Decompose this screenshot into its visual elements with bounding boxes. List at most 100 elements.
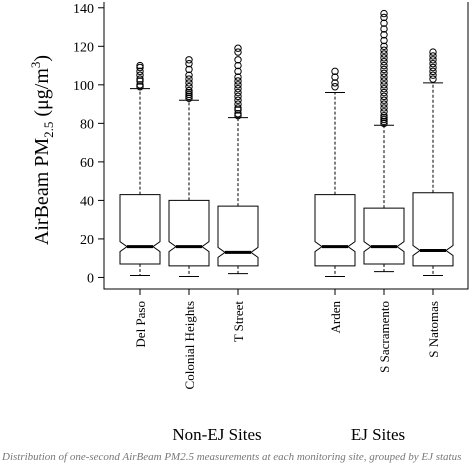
- outlier-point: [380, 96, 388, 104]
- outlier-point: [380, 77, 388, 85]
- notched-box: [119, 194, 161, 265]
- outlier-point: [234, 81, 242, 89]
- x-tick-label: S Sacramento: [377, 301, 392, 373]
- box-s-natomas: [412, 48, 454, 277]
- outlier-point: [234, 111, 242, 120]
- plot-frame: [103, 2, 469, 290]
- y-tick-label: 0: [87, 271, 94, 286]
- outlier-point: [429, 48, 437, 56]
- x-tick-label: Del Paso: [133, 301, 148, 348]
- outlier-point: [136, 83, 144, 91]
- y-axis-label: AirBeam PM2.5 (μg/m3): [28, 55, 56, 245]
- outlier-point: [331, 73, 339, 81]
- outlier-point: [380, 104, 388, 112]
- outlier-point: [136, 77, 144, 85]
- outlier-point: [136, 63, 144, 72]
- box-del-paso: [119, 61, 161, 277]
- outlier-point: [380, 9, 388, 18]
- outlier-point: [429, 59, 437, 68]
- box-t-street: [217, 44, 259, 275]
- y-tick-label: 80: [80, 117, 94, 132]
- outlier-point: [185, 92, 193, 101]
- outlier-point: [380, 119, 388, 128]
- y-tick-label: 120: [73, 40, 94, 55]
- y-axis-label-unit-open: (μg/m: [31, 68, 53, 122]
- outlier-point: [380, 73, 388, 81]
- figure-caption: Distribution of one-second AirBeam PM2.5…: [2, 451, 462, 463]
- box-s-sacramento: [363, 9, 405, 273]
- notched-box: [168, 199, 210, 267]
- outlier-point: [185, 59, 193, 68]
- group-label: EJ Sites: [351, 425, 405, 444]
- outlier-point: [136, 81, 144, 89]
- notched-box: [314, 194, 356, 267]
- outlier-point: [429, 56, 437, 64]
- outlier-point: [380, 111, 388, 120]
- outlier-point: [234, 84, 242, 93]
- outlier-point: [331, 79, 339, 87]
- outlier-point: [429, 71, 437, 79]
- outlier-point: [234, 110, 242, 118]
- outlier-point: [331, 83, 339, 91]
- outlier-point: [380, 36, 388, 45]
- outlier-point: [234, 73, 242, 81]
- outlier-point: [234, 104, 242, 112]
- group-label: Non-EJ Sites: [172, 425, 261, 444]
- outlier-point: [234, 77, 242, 85]
- outlier-point: [380, 13, 388, 22]
- outlier-point: [234, 88, 242, 97]
- outlier-point: [185, 56, 193, 64]
- outlier-point: [234, 92, 242, 101]
- outlier-point: [380, 65, 388, 74]
- outlier-point: [380, 69, 388, 77]
- outlier-point: [429, 67, 437, 76]
- outlier-point: [234, 44, 242, 52]
- outlier-point: [234, 67, 242, 76]
- outlier-point: [380, 113, 388, 122]
- y-axis-label-main: AirBeam PM: [31, 138, 53, 245]
- outlier-point: [380, 61, 388, 70]
- y-axis-label-unit-close: ): [31, 55, 53, 62]
- outlier-point: [380, 84, 388, 93]
- outlier-point: [185, 83, 193, 91]
- outlier-point: [380, 42, 388, 51]
- outlier-point: [185, 75, 193, 83]
- outlier-point: [380, 108, 388, 116]
- x-tick-label: Arden: [328, 301, 343, 334]
- outlier-point: [234, 48, 242, 56]
- outlier-point: [234, 106, 242, 114]
- y-axis-label-unit-sup: 3: [28, 62, 43, 69]
- outlier-point: [429, 63, 437, 72]
- box-arden: [314, 67, 356, 277]
- outlier-point: [136, 75, 144, 83]
- outlier-point: [136, 71, 144, 79]
- y-tick-label: 100: [73, 79, 94, 94]
- outlier-point: [136, 67, 144, 76]
- outlier-point: [380, 50, 388, 58]
- notched-box: [363, 207, 405, 265]
- outlier-point: [380, 46, 388, 54]
- notched-box: [217, 205, 259, 267]
- outlier-point: [234, 96, 242, 104]
- outlier-point: [185, 65, 193, 74]
- outlier-point: [185, 79, 193, 87]
- box-colonial-heights: [168, 56, 210, 277]
- y-tick-label: 60: [80, 156, 94, 171]
- outlier-point: [234, 100, 242, 108]
- outlier-point: [380, 92, 388, 101]
- x-tick-label: Colonial Heights: [182, 301, 197, 389]
- outlier-point: [380, 25, 388, 33]
- outlier-point: [234, 56, 242, 64]
- outlier-point: [234, 61, 242, 70]
- outlier-point: [185, 86, 193, 95]
- outlier-point: [380, 58, 388, 66]
- outlier-point: [380, 88, 388, 97]
- outlier-point: [185, 71, 193, 79]
- outlier-point: [429, 52, 437, 60]
- y-tick-label: 20: [80, 233, 94, 248]
- y-tick-label: 140: [73, 2, 94, 17]
- y-tick-label: 40: [80, 194, 94, 209]
- outlier-point: [136, 61, 144, 70]
- outlier-point: [331, 67, 339, 76]
- outlier-point: [185, 88, 193, 97]
